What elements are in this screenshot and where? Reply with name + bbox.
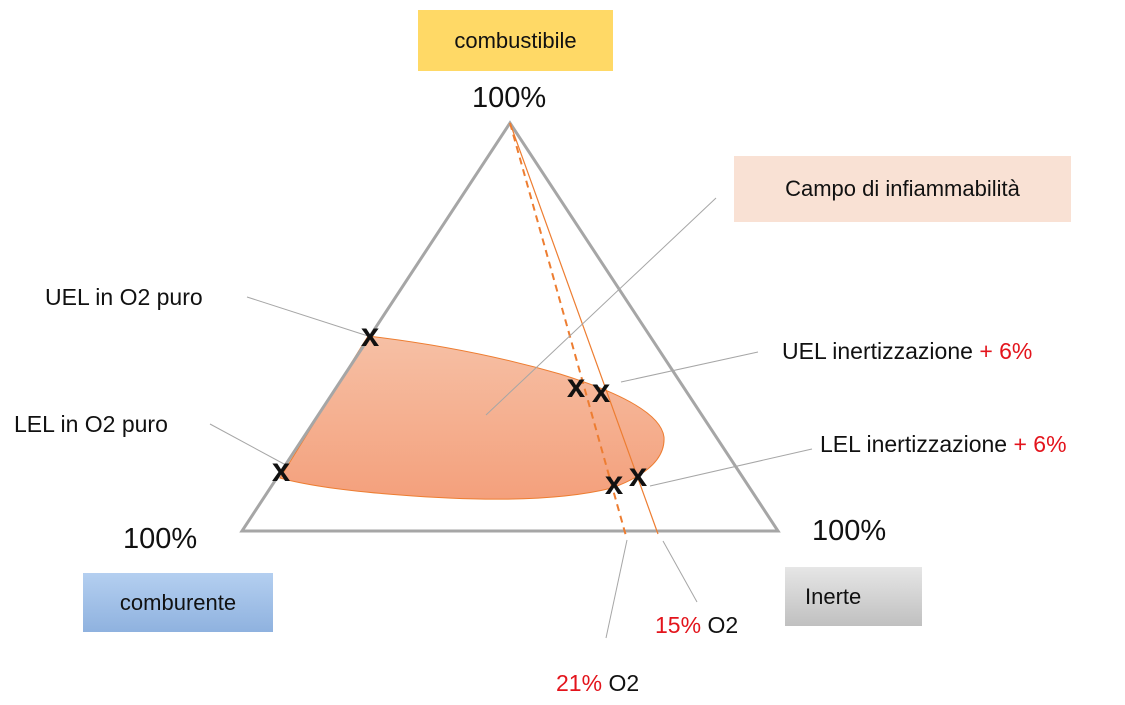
marker-lel-15: x xyxy=(629,456,648,493)
vertex-inerte-label: Inerte xyxy=(805,583,862,609)
leader-o2-15 xyxy=(662,540,698,603)
label-lel-inert-delta: + 6% xyxy=(1013,431,1067,457)
marker-lel-o2: x xyxy=(272,451,291,488)
label-lel-o2: LEL in O2 puro xyxy=(14,411,168,437)
flammability-region xyxy=(279,335,665,500)
label-o2-15-pct: 15% xyxy=(655,612,702,638)
vertex-combustibile: combustibile xyxy=(418,10,613,71)
leader-o2-21 xyxy=(605,539,628,639)
pct-top: 100% xyxy=(472,82,547,114)
label-uel-inert: UEL inertizzazione + 6% xyxy=(782,340,1032,363)
vertex-comburente-label: comburente xyxy=(119,589,237,615)
marker-uel-21: x xyxy=(567,367,586,404)
pct-left: 100% xyxy=(123,523,198,555)
label-uel-o2: UEL in O2 puro xyxy=(45,284,203,310)
leader-lel-o2 xyxy=(209,423,285,465)
region-label-box: Campo di infiammabilità xyxy=(734,156,1071,222)
label-o2-21: 21% O2 xyxy=(556,672,639,695)
region-label: Campo di infiammabilità xyxy=(785,176,1020,201)
label-uel-inert-text: UEL inertizzazione xyxy=(782,338,973,364)
label-uel-inert-delta: + 6% xyxy=(979,338,1033,364)
marker-lel-21: x xyxy=(605,464,624,501)
pct-right: 100% xyxy=(812,515,887,547)
leader-uel-inert xyxy=(620,351,759,383)
vertex-combustibile-label: combustibile xyxy=(454,27,577,53)
leader-campo xyxy=(485,197,717,416)
vertex-inerte: Inerte xyxy=(785,567,922,626)
label-o2-21-pct: 21% xyxy=(556,670,603,696)
label-o2-21-unit: O2 xyxy=(608,670,640,696)
marker-uel-o2: x xyxy=(361,316,380,353)
o2-15-line xyxy=(509,122,659,535)
label-o2-15-unit: O2 xyxy=(707,612,739,638)
label-o2-15: 15% O2 xyxy=(655,614,738,637)
marker-uel-15: x xyxy=(592,372,611,409)
ternary-triangle xyxy=(239,120,781,533)
leader-lel-inert xyxy=(649,448,813,487)
label-lel-inert-text: LEL inertizzazione xyxy=(820,431,1008,457)
label-lel-inert: LEL inertizzazione + 6% xyxy=(820,433,1067,456)
vertex-comburente: comburente xyxy=(83,573,273,632)
leader-uel-o2 xyxy=(246,296,369,337)
